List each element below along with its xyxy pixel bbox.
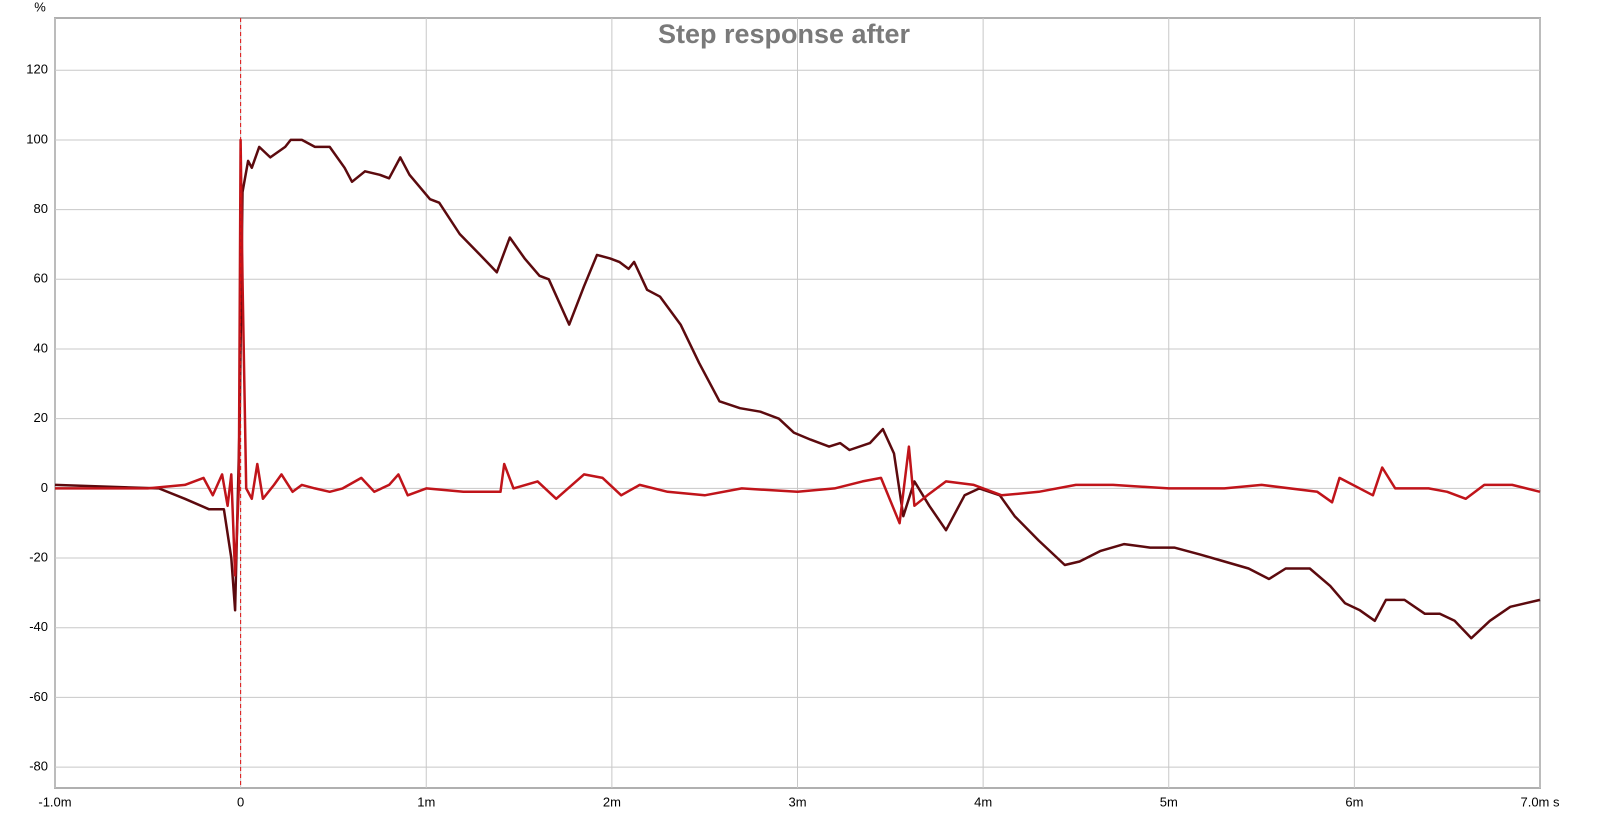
y-tick-label: 80 (34, 201, 48, 216)
y-tick-label: -60 (29, 689, 48, 704)
y-tick-label: -20 (29, 549, 48, 564)
y-tick-label: 40 (34, 340, 48, 355)
y-tick-label: 20 (34, 410, 48, 425)
x-tick-label: 3m (788, 794, 806, 809)
x-tick-label: -1.0m (38, 794, 71, 809)
chart-title: Step response after (658, 19, 911, 49)
y-tick-label: -80 (29, 759, 48, 774)
y-tick-label: 120 (26, 62, 48, 77)
x-tick-label: 2m (603, 794, 621, 809)
x-tick-label: 4m (974, 794, 992, 809)
y-tick-label: 0 (41, 480, 48, 495)
x-tick-label: 6m (1345, 794, 1363, 809)
data-line (54, 138, 1541, 640)
y-tick-label: -40 (29, 619, 48, 634)
y-tick-label: 60 (34, 271, 48, 286)
x-tick-label: 5m (1160, 794, 1178, 809)
x-tick-label: 0 (237, 794, 244, 809)
data-line (55, 138, 1541, 577)
x-tick-label: 1m (417, 794, 435, 809)
x-tick-label: 7.0m s (1520, 794, 1560, 809)
y-tick-label: 100 (26, 131, 48, 146)
y-unit: % (34, 0, 46, 14)
